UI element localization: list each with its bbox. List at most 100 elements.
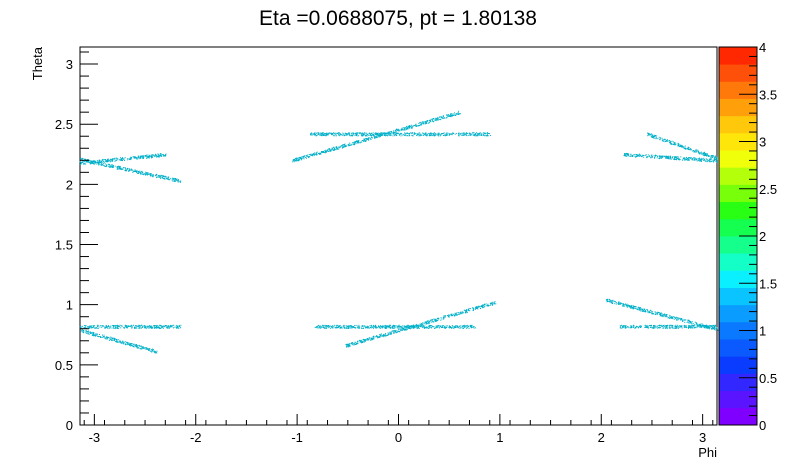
data-point [698, 152, 699, 154]
data-point [84, 160, 86, 162]
data-point [449, 114, 451, 116]
data-point [139, 170, 141, 172]
data-point [436, 319, 438, 321]
data-point [178, 180, 180, 182]
data-point [653, 325, 655, 327]
data-point [678, 157, 680, 159]
data-point [450, 114, 452, 116]
data-point [712, 159, 714, 161]
data-point [669, 156, 671, 158]
data-point [664, 141, 666, 143]
data-point [667, 327, 668, 329]
data-point [426, 133, 428, 135]
data-point [464, 309, 466, 311]
data-point [101, 337, 103, 338]
data-point [415, 125, 417, 127]
data-point [655, 137, 657, 139]
data-point [650, 327, 652, 328]
data-point [704, 154, 706, 156]
data-point [463, 309, 465, 311]
data-point [656, 325, 658, 327]
data-point [477, 133, 479, 134]
data-point [649, 155, 650, 157]
data-point [329, 325, 331, 327]
data-point [623, 305, 625, 307]
data-point [147, 154, 149, 156]
data-point [455, 133, 457, 135]
data-point [116, 168, 118, 170]
data-point [156, 155, 157, 157]
data-point [315, 134, 316, 136]
data-point [416, 325, 418, 327]
data-point [434, 135, 436, 137]
data-point [113, 326, 115, 327]
data-point [364, 325, 366, 327]
data-point [453, 314, 455, 316]
data-point [349, 343, 351, 345]
data-point [677, 145, 679, 147]
data-point [455, 113, 457, 115]
data-point [157, 154, 159, 156]
data-point [143, 173, 145, 174]
data-point [468, 325, 470, 327]
data-point [390, 333, 392, 335]
data-point [663, 327, 665, 329]
data-point [303, 156, 304, 158]
data-point [669, 324, 671, 326]
data-point [129, 343, 131, 345]
data-point [442, 133, 443, 134]
data-point [349, 132, 351, 134]
data-point [124, 167, 126, 169]
data-point [677, 324, 679, 326]
data-point [363, 325, 365, 327]
data-point [377, 134, 379, 135]
data-point [425, 134, 427, 136]
data-point [485, 303, 487, 305]
data-point [475, 306, 477, 308]
data-point [352, 326, 354, 328]
data-point [700, 323, 701, 325]
data-point [388, 134, 390, 136]
data-point [490, 302, 492, 304]
data-point [150, 175, 151, 177]
data-point [696, 160, 698, 162]
data-point [139, 348, 141, 350]
data-point [469, 133, 471, 135]
data-point [119, 167, 121, 169]
data-point [355, 141, 357, 142]
data-point [680, 144, 682, 146]
data-point [392, 135, 394, 137]
data-point [295, 160, 297, 162]
data-point [660, 156, 662, 158]
data-point [151, 326, 153, 328]
data-point [677, 143, 679, 145]
data-point [387, 333, 389, 335]
data-point [631, 156, 633, 157]
data-point [85, 160, 87, 162]
data-point [430, 133, 432, 135]
data-point [149, 173, 151, 175]
data-point [614, 303, 616, 305]
data-point [348, 134, 350, 135]
data-point [457, 327, 459, 329]
data-point [323, 324, 325, 326]
data-point [108, 165, 110, 167]
data-point [696, 151, 698, 153]
data-point [457, 111, 459, 113]
data-point [674, 318, 676, 320]
data-point [166, 325, 168, 326]
data-point [114, 338, 116, 340]
data-point [462, 326, 464, 327]
data-point [111, 339, 113, 341]
data-point [348, 143, 349, 145]
data-point [134, 327, 135, 328]
data-point [355, 327, 357, 328]
data-point [433, 321, 435, 323]
data-point [484, 303, 485, 305]
data-point [326, 150, 328, 152]
data-point [150, 327, 151, 329]
data-point [147, 173, 148, 175]
data-point [674, 326, 676, 328]
data-point [693, 327, 695, 329]
data-point [110, 339, 112, 341]
